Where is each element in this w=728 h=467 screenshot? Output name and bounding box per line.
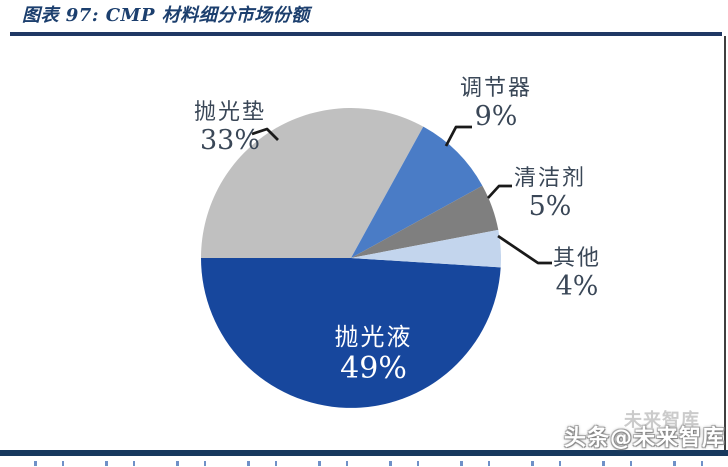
leader-line-4 xyxy=(497,234,552,265)
label-conditioner-name: 调节器 xyxy=(459,76,532,101)
pie-slice-3 xyxy=(351,185,499,258)
label-other-percent: 4% xyxy=(555,271,599,302)
label-polishing-slurry-name: 抛光液 xyxy=(334,323,413,351)
bottom-divider-bar xyxy=(0,450,728,456)
label-polishing-pad: 抛光垫 33% xyxy=(170,99,290,156)
leader-line-3 xyxy=(486,184,512,199)
pie-slice-1 xyxy=(201,108,424,258)
leader-line-2 xyxy=(444,125,472,147)
label-cleaner-name: 清洁剂 xyxy=(513,166,586,191)
label-polishing-slurry-percent: 49% xyxy=(340,351,407,386)
label-polishing-pad-name: 抛光垫 xyxy=(193,100,266,125)
pie-slice-0 xyxy=(201,258,501,408)
watermark: 头条@未来智库 xyxy=(563,426,725,451)
figure-title: 图表 97: CMP 材料细分市场份额 xyxy=(22,5,310,26)
label-other: 其他 4% xyxy=(517,245,637,302)
label-polishing-pad-percent: 33% xyxy=(199,125,260,156)
label-cleaner: 清洁剂 5% xyxy=(490,165,610,222)
watermark-ghost: 未来智库 xyxy=(624,410,700,431)
label-conditioner-percent: 9% xyxy=(474,101,518,132)
pie-slice-4 xyxy=(351,229,501,268)
leader-line-1 xyxy=(251,127,279,141)
pie-slice-2 xyxy=(351,126,483,258)
label-cleaner-percent: 5% xyxy=(528,191,572,222)
label-other-name: 其他 xyxy=(552,246,601,271)
right-edge-border xyxy=(724,36,726,452)
cropped-caption-remnant xyxy=(18,461,718,466)
title-rule xyxy=(10,32,722,36)
label-polishing-slurry: 抛光液 49% xyxy=(301,322,446,386)
label-conditioner: 调节器 9% xyxy=(436,75,556,132)
